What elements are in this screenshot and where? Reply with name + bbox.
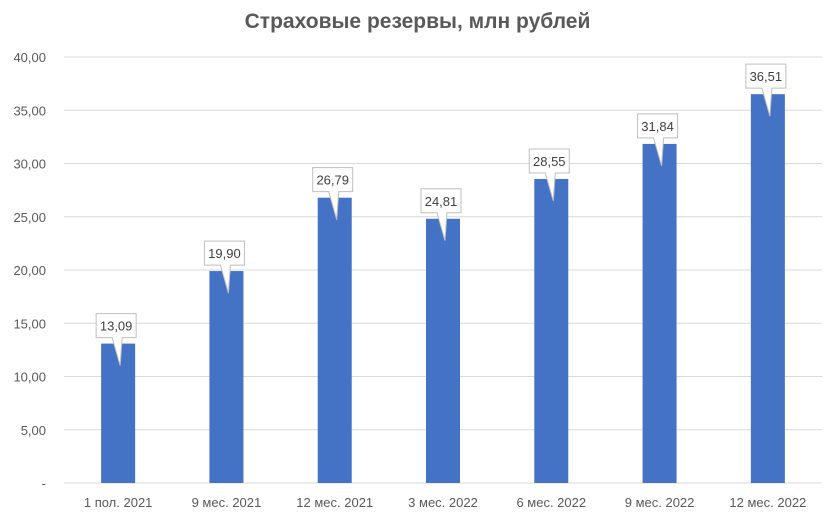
- x-tick-label: 3 мес. 2022: [408, 495, 478, 510]
- y-tick-label: 30,00: [13, 157, 46, 172]
- x-axis-tick-labels: 1 пол. 2021 9 мес. 2021 12 мес. 2021 3 мес.…: [84, 495, 806, 510]
- x-tick-label: 12 мес. 2022: [729, 495, 806, 510]
- data-label: 31,84: [641, 119, 674, 134]
- bar: [317, 197, 352, 483]
- callout-box: [637, 113, 679, 167]
- data-label-callout: 28,55: [528, 148, 570, 202]
- data-label-callout: 24,81: [420, 188, 462, 241]
- data-label: 26,79: [316, 173, 349, 188]
- callout-box: [95, 313, 137, 366]
- data-label-callout: 36,51: [745, 63, 787, 117]
- callout-box: [312, 167, 354, 220]
- y-tick-label: 15,00: [13, 316, 46, 331]
- y-tick-label: 20,00: [13, 263, 46, 278]
- data-label-callout: 13,09: [95, 313, 137, 366]
- callout-box: [203, 240, 245, 294]
- data-label: 24,81: [425, 194, 458, 209]
- x-tick-label: 6 мес. 2022: [516, 495, 586, 510]
- callout-box: [528, 148, 570, 202]
- data-label-callout: 31,84: [637, 113, 679, 167]
- data-label: 19,90: [208, 246, 241, 261]
- callout-box: [745, 63, 787, 117]
- y-tick-label: 40,00: [13, 50, 46, 65]
- y-axis-tick-labels: - 5,00 10,00 15,00 20,00 25,00 30,00 35,00 40,00: [13, 50, 46, 491]
- x-tick-label: 9 мес. 2022: [625, 495, 695, 510]
- data-label: 13,09: [100, 319, 133, 334]
- callout-box: [420, 188, 462, 241]
- y-tick-label: 10,00: [13, 370, 46, 385]
- bar: [642, 143, 677, 484]
- x-tick-label: 1 пол. 2021: [84, 495, 153, 510]
- bar: [101, 343, 136, 483]
- bar: [750, 94, 785, 483]
- y-tick-label: 25,00: [13, 210, 46, 225]
- data-label: 28,55: [533, 154, 566, 169]
- bar: [534, 178, 569, 483]
- x-tick-label: 9 мес. 2021: [192, 495, 262, 510]
- data-label: 36,51: [750, 69, 783, 84]
- data-label-callout: 26,79: [312, 167, 354, 220]
- y-tick-label: -: [42, 476, 46, 491]
- chart-title: Страховые резервы, млн рублей: [244, 10, 591, 33]
- x-tick-label: 12 мес. 2021: [296, 495, 373, 510]
- data-label-callout: 19,90: [203, 240, 245, 294]
- y-tick-label: 5,00: [21, 423, 46, 438]
- data-labels: 13,09 19,90 26,79 24,81 28,55 31,84 36,51: [95, 63, 787, 366]
- y-tick-label: 35,00: [13, 103, 46, 118]
- bar: [209, 271, 244, 483]
- bar: [426, 218, 460, 483]
- bars: [101, 94, 785, 484]
